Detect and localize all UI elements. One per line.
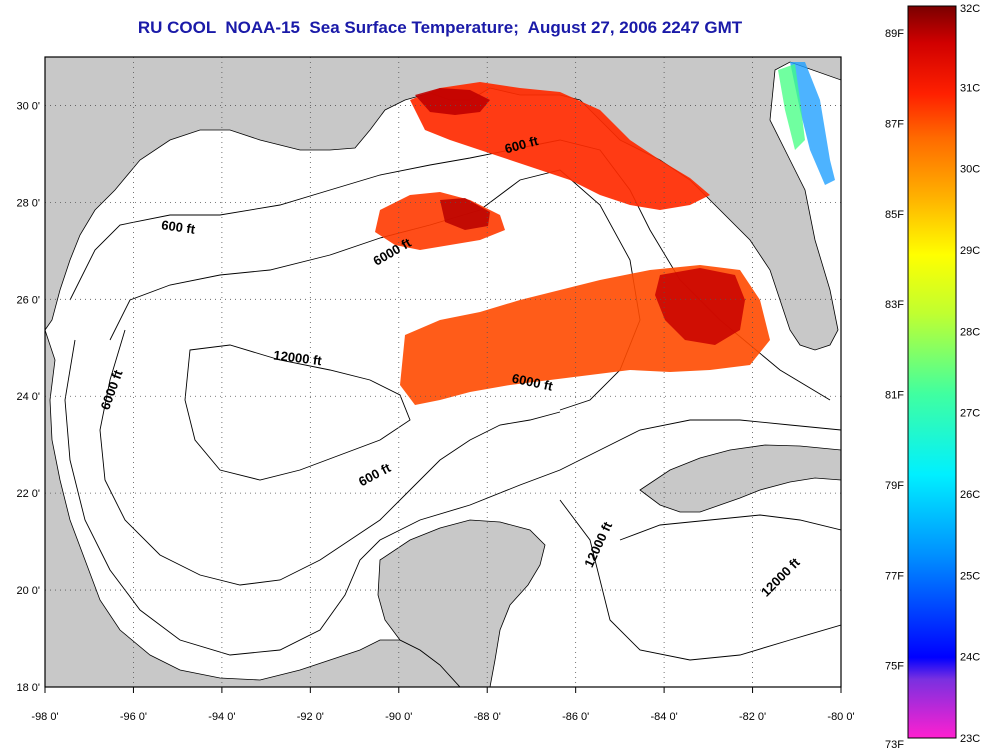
colorbar-c-label: 31C: [960, 82, 980, 94]
yucatan-landmass: [377, 519, 546, 687]
lon-tick-label: -88 0': [474, 711, 501, 723]
map-title: RU COOL NOAA-15 Sea Surface Temperature;…: [137, 18, 743, 37]
lat-tick-label: 22 0': [16, 488, 40, 500]
map-frame: [44, 56, 842, 688]
colorbar-f-label: 87F: [885, 118, 904, 130]
lon-tick-label: -84 0': [651, 711, 678, 723]
lon-tick-label: -80 0': [827, 711, 854, 723]
colorbar-celsius-labels: 32C 31C 30C 29C 28C 27C 26C 25C 24C 23C: [960, 3, 980, 745]
sst-patch-florida-coast: [790, 62, 835, 185]
lon-tick-label: -94 0': [208, 711, 235, 723]
lon-tick-label: -92 0': [297, 711, 324, 723]
colorbar-c-label: 27C: [960, 408, 980, 420]
colorbar-c-label: 24C: [960, 652, 980, 664]
latitude-ticks: 30 0' 28 0' 26 0' 24 0' 22 0' 20 0' 18 0': [16, 100, 40, 694]
lon-tick-label: -86 0': [562, 711, 589, 723]
lat-tick-label: 18 0': [16, 682, 40, 694]
contour-6000ft-west: [99, 329, 561, 586]
colorbar-f-label: 89F: [885, 28, 904, 40]
lon-tick-label: -90 0': [385, 711, 412, 723]
lat-tick-label: 26 0': [16, 294, 40, 306]
contour-caribbean-deep: [619, 514, 841, 541]
colorbar-c-label: 32C: [960, 3, 980, 15]
lat-tick-label: 28 0': [16, 197, 40, 209]
sst-patch-north: [410, 82, 710, 210]
colorbar-gradient: [907, 5, 957, 739]
colorbar-c-label: 29C: [960, 245, 980, 257]
colorbar-f-label: 77F: [885, 570, 904, 582]
colorbar-c-label: 28C: [960, 326, 980, 338]
lat-tick-label: 20 0': [16, 585, 40, 597]
colorbar-c-label: 25C: [960, 570, 980, 582]
contour-caribbean-12000ft: [559, 499, 841, 661]
lon-tick-label: -82 0': [739, 711, 766, 723]
lat-tick-label: 24 0': [16, 391, 40, 403]
colorbar-f-label: 83F: [885, 299, 904, 311]
lon-tick-label: -96 0': [120, 711, 147, 723]
sst-patch-florida-green: [778, 64, 805, 150]
sst-patch-central-dark: [440, 198, 490, 230]
sst-patch-south-dark: [655, 268, 745, 345]
contour-600ft-west: [64, 339, 841, 656]
sst-patch-north-dark: [415, 88, 490, 115]
cuba-landmass: [639, 444, 841, 513]
lon-tick-label: -98 0': [31, 711, 58, 723]
colorbar-c-label: 30C: [960, 164, 980, 176]
colorbar-f-label: 85F: [885, 209, 904, 221]
contour-label: 600 ft: [160, 217, 196, 237]
colorbar-f-label: 73F: [885, 739, 904, 751]
sst-data-layer: [375, 62, 835, 405]
lat-tick-label: 30 0': [16, 100, 40, 112]
contour-12000ft: [184, 344, 411, 481]
colorbar-f-label: 75F: [885, 661, 904, 673]
colorbar-c-label: 23C: [960, 733, 980, 745]
colorbar-f-label: 79F: [885, 480, 904, 492]
colorbar-f-label: 81F: [885, 390, 904, 402]
longitude-ticks: -98 0' -96 0' -94 0' -92 0' -90 0' -88 0' -86 …: [31, 687, 855, 723]
contour-label: 12000 ft: [273, 347, 324, 368]
graticule-grid: [45, 57, 841, 687]
colorbar-fahrenheit-labels: 89F 87F 85F 83F 81F 79F 77F 75F 73F: [885, 28, 904, 751]
colorbar-c-label: 26C: [960, 489, 980, 501]
colorbar: 89F 87F 85F 83F 81F 79F 77F 75F 73F 32C 31C 30C 29C…: [885, 3, 980, 751]
